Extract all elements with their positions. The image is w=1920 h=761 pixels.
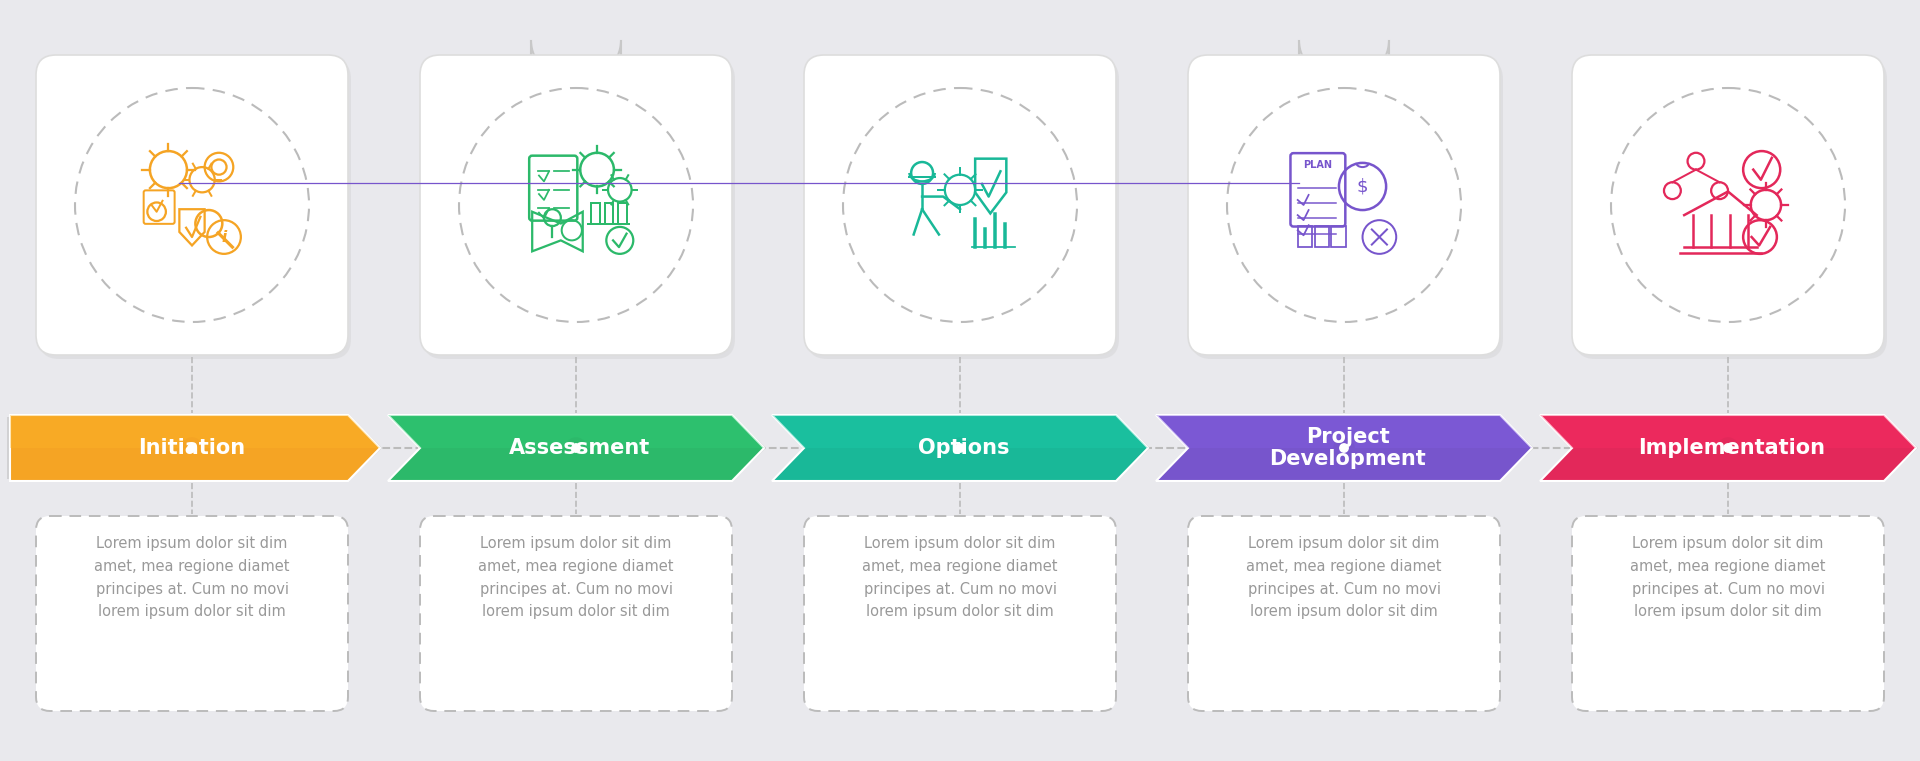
- Circle shape: [1340, 444, 1348, 452]
- FancyBboxPatch shape: [38, 59, 351, 359]
- FancyBboxPatch shape: [1574, 59, 1887, 359]
- Circle shape: [182, 438, 202, 458]
- Text: PLAN: PLAN: [1304, 160, 1332, 170]
- Polygon shape: [772, 415, 1148, 448]
- Circle shape: [947, 435, 973, 461]
- Text: Lorem ipsum dolor sit dim
amet, mea regione diamet
principes at. Cum no movi
lor: Lorem ipsum dolor sit dim amet, mea regi…: [94, 536, 290, 619]
- Bar: [1315, 226, 1329, 247]
- Text: Lorem ipsum dolor sit dim
amet, mea regione diamet
principes at. Cum no movi
lor: Lorem ipsum dolor sit dim amet, mea regi…: [1246, 536, 1442, 619]
- Polygon shape: [1544, 417, 1918, 479]
- FancyBboxPatch shape: [1188, 516, 1500, 711]
- Polygon shape: [10, 415, 380, 481]
- Polygon shape: [772, 415, 1148, 481]
- Circle shape: [179, 435, 205, 461]
- FancyBboxPatch shape: [36, 55, 348, 355]
- Circle shape: [1715, 435, 1741, 461]
- Polygon shape: [388, 415, 764, 481]
- Circle shape: [572, 444, 580, 452]
- FancyBboxPatch shape: [420, 516, 732, 711]
- Polygon shape: [1156, 415, 1532, 481]
- FancyBboxPatch shape: [806, 59, 1119, 359]
- Bar: [591, 203, 599, 224]
- Circle shape: [1718, 438, 1738, 458]
- Polygon shape: [392, 417, 766, 479]
- Circle shape: [1331, 435, 1357, 461]
- FancyBboxPatch shape: [1572, 516, 1884, 711]
- Circle shape: [566, 438, 586, 458]
- Bar: [1331, 226, 1346, 247]
- Circle shape: [1724, 444, 1732, 452]
- Text: i: i: [221, 230, 227, 244]
- Polygon shape: [1160, 417, 1534, 479]
- Text: Project
Development: Project Development: [1269, 427, 1427, 470]
- Text: Implementation: Implementation: [1638, 438, 1826, 458]
- FancyBboxPatch shape: [1190, 59, 1503, 359]
- FancyBboxPatch shape: [422, 59, 735, 359]
- Polygon shape: [1540, 415, 1916, 448]
- FancyBboxPatch shape: [1572, 55, 1884, 355]
- Polygon shape: [1887, 437, 1908, 459]
- Text: Lorem ipsum dolor sit dim
amet, mea regione diamet
principes at. Cum no movi
lor: Lorem ipsum dolor sit dim amet, mea regi…: [862, 536, 1058, 619]
- Circle shape: [188, 444, 196, 452]
- Text: Lorem ipsum dolor sit dim
amet, mea regione diamet
principes at. Cum no movi
lor: Lorem ipsum dolor sit dim amet, mea regi…: [1630, 536, 1826, 619]
- Circle shape: [950, 438, 970, 458]
- Text: $: $: [1357, 177, 1369, 196]
- Text: Assessment: Assessment: [509, 438, 651, 458]
- Polygon shape: [1156, 415, 1532, 448]
- Polygon shape: [10, 415, 380, 448]
- Text: Lorem ipsum dolor sit dim
amet, mea regione diamet
principes at. Cum no movi
lor: Lorem ipsum dolor sit dim amet, mea regi…: [478, 536, 674, 619]
- Circle shape: [956, 444, 964, 452]
- Text: Options: Options: [918, 438, 1010, 458]
- Bar: [605, 203, 612, 224]
- Polygon shape: [388, 415, 764, 448]
- Bar: [1298, 226, 1311, 247]
- Circle shape: [563, 435, 589, 461]
- FancyBboxPatch shape: [1188, 55, 1500, 355]
- Polygon shape: [776, 417, 1150, 479]
- Polygon shape: [8, 417, 382, 479]
- FancyBboxPatch shape: [36, 516, 348, 711]
- FancyBboxPatch shape: [420, 55, 732, 355]
- Bar: [618, 203, 626, 224]
- Circle shape: [1334, 438, 1354, 458]
- Polygon shape: [1540, 415, 1916, 481]
- FancyBboxPatch shape: [804, 55, 1116, 355]
- FancyBboxPatch shape: [804, 516, 1116, 711]
- Text: Initiation: Initiation: [138, 438, 246, 458]
